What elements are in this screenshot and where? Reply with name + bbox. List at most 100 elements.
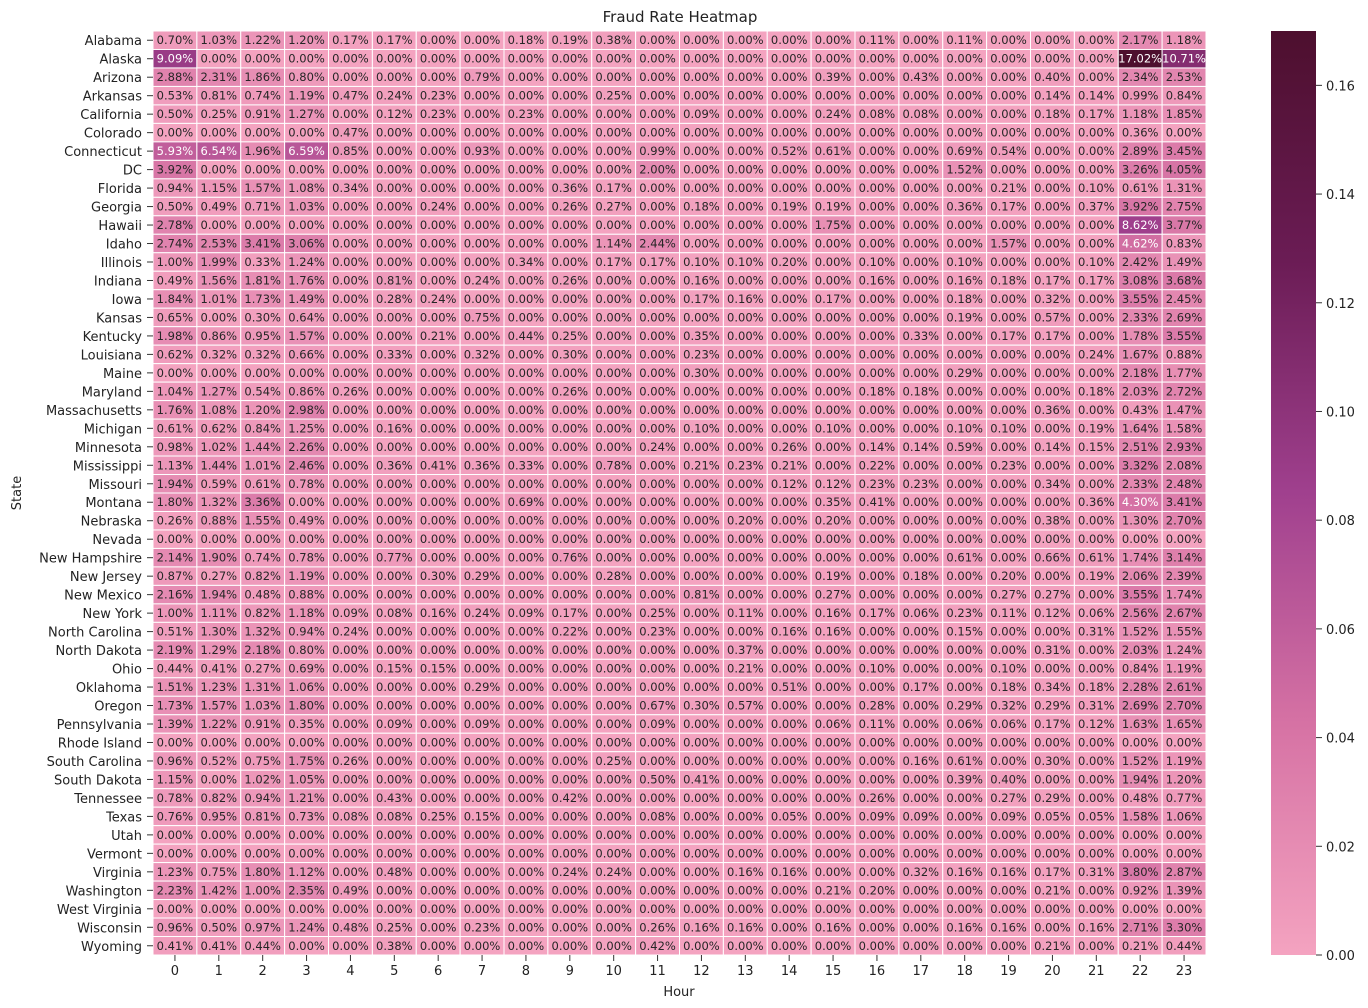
cell-value-label: 0.00% bbox=[508, 384, 545, 398]
cell-value-label: 0.00% bbox=[595, 551, 632, 565]
cell-value-label: 0.00% bbox=[595, 606, 632, 620]
cell-value-label: 1.42% bbox=[201, 883, 238, 897]
cell-value-label: 0.00% bbox=[508, 680, 545, 694]
cell-value-label: 0.10% bbox=[815, 421, 852, 435]
cell-value-label: 0.00% bbox=[595, 329, 632, 343]
cell-value-label: 0.30% bbox=[1034, 754, 1071, 768]
cell-value-label: 0.10% bbox=[990, 662, 1027, 676]
cell-value-label: 0.00% bbox=[771, 329, 808, 343]
cell-value-label: 0.16% bbox=[727, 920, 764, 934]
cell-value-label: 0.00% bbox=[595, 347, 632, 361]
cell-value-label: 0.00% bbox=[727, 717, 764, 731]
cell-value-label: 0.61% bbox=[1078, 551, 1115, 565]
cell-value-label: 0.00% bbox=[552, 403, 589, 417]
cell-value-label: 0.14% bbox=[1078, 89, 1115, 103]
cell-value-label: 1.11% bbox=[201, 606, 238, 620]
y-tick-label: Louisiana bbox=[81, 348, 142, 363]
cell-value-label: 0.00% bbox=[201, 218, 238, 232]
cell-value-label: 0.00% bbox=[815, 735, 852, 749]
cell-value-label: 0.06% bbox=[815, 717, 852, 731]
cell-value-label: 0.40% bbox=[990, 772, 1027, 786]
cell-value-label: 0.00% bbox=[332, 107, 369, 121]
cell-value-label: 0.00% bbox=[332, 329, 369, 343]
cell-value-label: 0.00% bbox=[1078, 33, 1115, 47]
cell-value-label: 2.19% bbox=[157, 643, 194, 657]
cell-value-label: 3.06% bbox=[288, 237, 325, 251]
cell-value-label: 0.20% bbox=[815, 514, 852, 528]
cell-value-label: 1.57% bbox=[288, 329, 325, 343]
cell-value-label: 0.64% bbox=[288, 310, 325, 324]
x-tick-label: 9 bbox=[566, 964, 574, 979]
cell-value-label: 0.00% bbox=[1034, 218, 1071, 232]
cell-value-label: 0.00% bbox=[464, 495, 501, 509]
y-tick-label: Oklahoma bbox=[76, 681, 142, 696]
cell-value-label: 0.00% bbox=[639, 495, 676, 509]
cell-value-label: 1.47% bbox=[1166, 403, 1203, 417]
cell-value-label: 3.41% bbox=[244, 237, 281, 251]
cell-value-label: 0.00% bbox=[244, 828, 281, 842]
cell-value-label: 0.33% bbox=[376, 347, 413, 361]
cell-value-label: 0.00% bbox=[815, 273, 852, 287]
cell-value-label: 0.00% bbox=[552, 717, 589, 731]
cell-value-label: 0.00% bbox=[903, 200, 940, 214]
cell-value-label: 0.00% bbox=[727, 89, 764, 103]
cell-value-label: 2.31% bbox=[201, 70, 238, 84]
cell-value-label: 0.19% bbox=[815, 569, 852, 583]
cell-value-label: 0.00% bbox=[508, 477, 545, 491]
cell-value-label: 0.00% bbox=[1034, 828, 1071, 842]
cell-value-label: 0.00% bbox=[332, 846, 369, 860]
cell-value-label: 0.11% bbox=[990, 606, 1027, 620]
cell-value-label: 0.00% bbox=[903, 421, 940, 435]
cell-value-label: 0.95% bbox=[244, 329, 281, 343]
cell-value-label: 0.17% bbox=[1078, 273, 1115, 287]
cell-value-label: 0.00% bbox=[1078, 329, 1115, 343]
cell-value-label: 1.94% bbox=[157, 477, 194, 491]
cell-value-label: 0.00% bbox=[420, 52, 457, 66]
cell-value-label: 0.14% bbox=[1034, 440, 1071, 454]
cell-value-label: 1.00% bbox=[244, 883, 281, 897]
cell-value-label: 0.00% bbox=[946, 735, 983, 749]
cell-value-label: 0.00% bbox=[815, 33, 852, 47]
cell-value-label: 0.00% bbox=[332, 551, 369, 565]
x-tick-label: 8 bbox=[522, 964, 530, 979]
cell-value-label: 0.00% bbox=[639, 865, 676, 879]
cell-value-label: 0.29% bbox=[946, 699, 983, 713]
cell-value-label: 0.41% bbox=[683, 772, 720, 786]
cell-value-label: 0.09% bbox=[683, 107, 720, 121]
cell-value-label: 0.57% bbox=[1034, 310, 1071, 324]
cell-value-label: 0.00% bbox=[376, 532, 413, 546]
cell-value-label: 0.00% bbox=[464, 366, 501, 380]
cell-value-label: 0.57% bbox=[727, 699, 764, 713]
cell-value-label: 0.00% bbox=[990, 643, 1027, 657]
cell-value-label: 0.00% bbox=[771, 883, 808, 897]
cell-value-label: 0.00% bbox=[683, 514, 720, 528]
cell-value-label: 0.48% bbox=[244, 588, 281, 602]
cell-value-label: 1.31% bbox=[1166, 181, 1203, 195]
cell-value-label: 0.09% bbox=[859, 809, 896, 823]
cell-value-label: 0.00% bbox=[1034, 920, 1071, 934]
cell-value-label: 0.00% bbox=[1122, 532, 1159, 546]
cell-value-label: 0.00% bbox=[595, 52, 632, 66]
cell-value-label: 0.00% bbox=[727, 680, 764, 694]
cell-value-label: 0.29% bbox=[464, 569, 501, 583]
cell-value-label: 0.00% bbox=[990, 255, 1027, 269]
cell-value-label: 0.81% bbox=[201, 89, 238, 103]
cell-value-label: 0.00% bbox=[859, 347, 896, 361]
cell-value-label: 2.03% bbox=[1122, 384, 1159, 398]
cell-value-label: 0.00% bbox=[1078, 791, 1115, 805]
cell-value-label: 3.30% bbox=[1166, 920, 1203, 934]
cell-value-label: 0.00% bbox=[771, 551, 808, 565]
cell-value-label: 0.00% bbox=[1034, 52, 1071, 66]
cell-value-label: 0.10% bbox=[946, 421, 983, 435]
cell-value-label: 0.11% bbox=[946, 33, 983, 47]
cell-value-label: 0.00% bbox=[552, 237, 589, 251]
cell-value-label: 0.00% bbox=[1078, 588, 1115, 602]
cell-value-label: 0.00% bbox=[552, 477, 589, 491]
y-tick-label: Hawaii bbox=[98, 219, 142, 234]
cell-value-label: 0.00% bbox=[727, 144, 764, 158]
cell-value-label: 0.34% bbox=[1034, 680, 1071, 694]
cell-value-label: 0.00% bbox=[727, 902, 764, 916]
cell-value-label: 0.00% bbox=[990, 495, 1027, 509]
cell-value-label: 2.42% bbox=[1122, 255, 1159, 269]
cell-value-label: 0.00% bbox=[288, 846, 325, 860]
